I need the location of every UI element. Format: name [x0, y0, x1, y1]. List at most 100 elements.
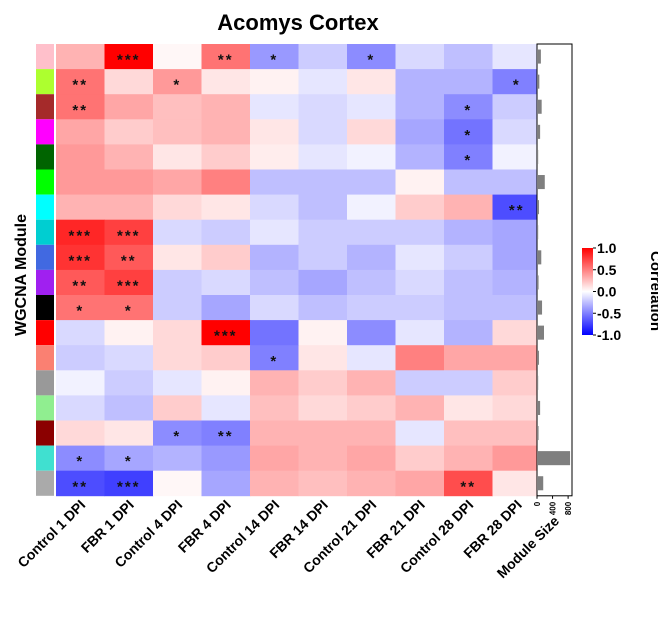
heatmap-cell — [395, 244, 445, 271]
significance-marker: *** — [117, 478, 141, 495]
module-size-bar — [537, 250, 542, 265]
module-size-bar — [537, 225, 539, 240]
significance-marker: ** — [72, 77, 88, 94]
heatmap-cell — [104, 169, 154, 195]
heatmap-cell — [104, 144, 154, 170]
heatmap-cell — [444, 219, 493, 246]
heatmap-cell — [444, 370, 493, 396]
module-swatch — [36, 94, 54, 120]
heatmap-cell — [153, 119, 202, 145]
heatmap-cell — [250, 295, 299, 321]
heatmap-cell — [104, 370, 154, 396]
module-swatch — [36, 345, 54, 371]
significance-marker: * — [270, 52, 278, 69]
module-size-bar — [537, 275, 539, 290]
heatmap-cell — [298, 144, 348, 170]
heatmap-cell — [56, 69, 105, 95]
heatmap-cell — [104, 269, 154, 296]
significance-marker: ** — [72, 277, 88, 294]
significance-marker: ** — [509, 202, 525, 219]
legend-tick-label: 0.5 — [597, 262, 617, 278]
heatmap-cell — [250, 119, 299, 145]
module-size-bar — [537, 74, 540, 89]
heatmap-cell — [347, 194, 396, 221]
module-size-bar — [537, 149, 539, 164]
heatmap-cell — [153, 420, 202, 446]
heatmap-cell — [104, 420, 154, 446]
heatmap-cell — [153, 445, 202, 472]
heatmap-cell — [444, 69, 493, 95]
module-swatch — [36, 244, 54, 270]
heatmap-cell — [492, 320, 542, 346]
heatmap-cell — [201, 345, 251, 371]
heatmap-cell — [201, 219, 251, 246]
heatmap-cell — [153, 144, 202, 170]
heatmap-cell — [395, 320, 445, 346]
heatmap-cell — [298, 194, 348, 221]
heatmap-cell — [153, 395, 202, 421]
heatmap-cell — [56, 320, 105, 346]
heatmap-cell — [347, 169, 396, 195]
heatmap-cell — [201, 420, 251, 446]
heatmap-cell — [492, 269, 542, 296]
heatmap-cell — [153, 94, 202, 120]
module-swatch — [36, 420, 54, 446]
heatmap-cell — [492, 445, 542, 472]
significance-marker: *** — [117, 227, 141, 244]
heatmap-cell — [395, 94, 445, 120]
heatmap-cell — [56, 395, 105, 421]
heatmap-cell — [56, 370, 105, 396]
heatmap-cell — [250, 219, 299, 246]
heatmap-cell — [153, 69, 202, 95]
x-tick-label: Control 1 DPI — [14, 497, 88, 571]
heatmap-cell — [492, 370, 542, 396]
heatmap-cell — [153, 269, 202, 296]
heatmap-cell — [444, 420, 493, 446]
module-size-bar — [537, 175, 545, 190]
heatmap-cell — [395, 144, 445, 170]
chart-title: Acomys Cortex — [217, 10, 379, 35]
significance-marker: * — [367, 52, 375, 69]
heatmap-cell — [104, 470, 154, 497]
heatmap-cell — [444, 445, 493, 472]
heatmap-cell — [395, 119, 445, 145]
heatmap-cell — [298, 470, 348, 497]
heatmap-cell — [153, 295, 202, 321]
heatmap-cell — [347, 370, 396, 396]
module-color-swatches — [36, 44, 54, 496]
heatmap-cell — [395, 420, 445, 446]
significance-marker: ** — [218, 428, 234, 445]
heatmap-cell — [250, 345, 299, 371]
heatmap-cell — [492, 94, 542, 120]
heatmap-cell — [250, 69, 299, 95]
heatmap-cell — [347, 119, 396, 145]
heatmap-cell — [201, 370, 251, 396]
heatmap-cell — [56, 295, 105, 321]
heatmap-cell — [492, 345, 542, 371]
heatmap-cell — [444, 119, 493, 145]
heatmap-cell — [298, 445, 348, 472]
heatmap-cell — [395, 69, 445, 95]
heatmap-cell — [201, 69, 251, 95]
heatmap-cell — [250, 44, 299, 70]
heatmap-cell — [250, 470, 299, 497]
heatmap-cell — [347, 345, 396, 371]
module-swatch — [36, 470, 54, 496]
heatmap-cell — [492, 470, 542, 497]
heatmap-cell — [395, 169, 445, 195]
heatmap-cell — [201, 395, 251, 421]
significance-markers: *** ** * *** * *** ******** ****** **** **** *****… — [68, 52, 525, 496]
significance-marker: ** — [218, 52, 234, 69]
heatmap-cell — [56, 420, 105, 446]
module-swatch — [36, 69, 54, 95]
heatmap-cell — [56, 94, 105, 120]
heatmap-cell — [56, 194, 105, 221]
heatmap-cell — [298, 320, 348, 346]
heatmap-cell — [298, 119, 348, 145]
heatmap-cell — [298, 269, 348, 296]
significance-marker: *** — [68, 227, 92, 244]
heatmap-cell — [395, 470, 445, 497]
module-size-tick-label: 0 — [533, 501, 542, 506]
heatmap-cell — [347, 144, 396, 170]
